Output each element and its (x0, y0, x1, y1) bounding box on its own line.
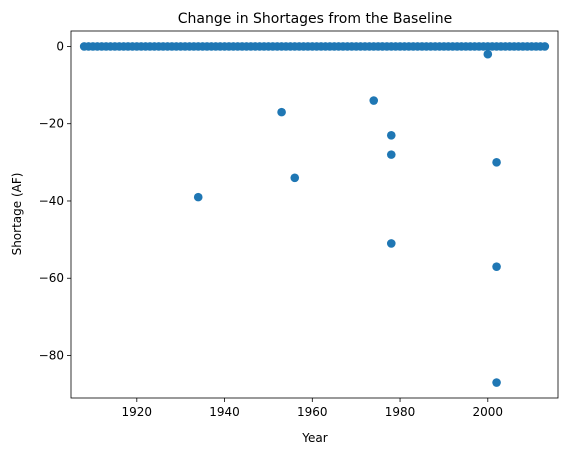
data-point (369, 96, 379, 105)
y-tick-label: −40 (39, 194, 64, 208)
x-tick-label: 1940 (209, 405, 240, 419)
plot-frame (70, 30, 559, 399)
x-tick-label: 1980 (385, 405, 416, 419)
data-point (386, 239, 396, 248)
data-point (483, 49, 493, 59)
data-point (386, 131, 396, 140)
x-axis-label: Year (301, 431, 327, 445)
y-axis-label: Shortage (AF) (10, 173, 24, 256)
data-point-zero (540, 42, 550, 51)
x-tick-label: 1960 (297, 405, 328, 419)
data-point (193, 192, 203, 202)
y-tick-label: −20 (39, 117, 64, 131)
data-point (290, 173, 300, 183)
y-axis: 0 −20 −40 −60 −80 (39, 39, 71, 363)
x-tick-label: 2000 (473, 405, 504, 419)
y-tick-label: 0 (56, 39, 64, 53)
data-point (492, 378, 501, 387)
x-axis: 1920 1940 1960 1980 2000 (122, 398, 504, 419)
data-point (492, 158, 501, 167)
y-tick-label: −60 (39, 271, 64, 285)
y-tick-label: −80 (39, 349, 64, 363)
chart-title: Change in Shortages from the Baseline (178, 11, 452, 27)
data-point (277, 107, 286, 117)
data-point (492, 262, 501, 271)
x-tick-label: 1920 (122, 405, 153, 419)
points-layer (79, 42, 550, 387)
data-point (386, 150, 396, 159)
